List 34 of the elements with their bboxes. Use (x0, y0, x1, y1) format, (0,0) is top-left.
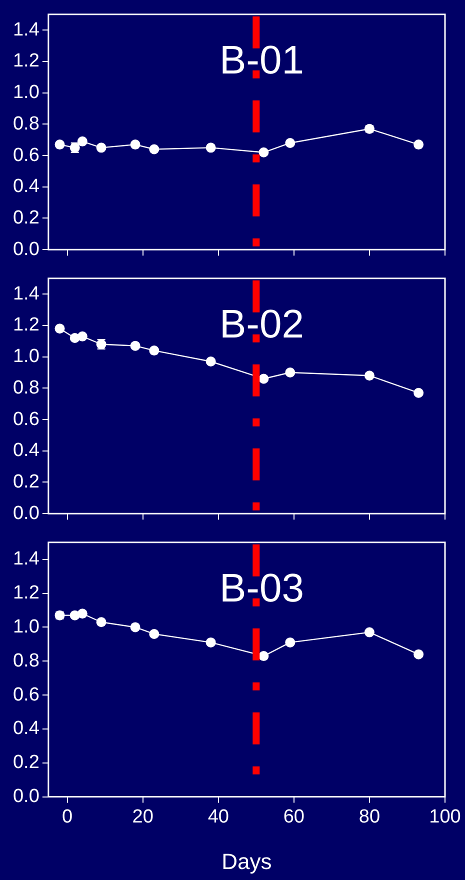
y-tick-label: 0.2 (12, 207, 40, 228)
y-tick-label: 0.0 (12, 502, 40, 524)
y-tick-label: 1.2 (12, 314, 40, 336)
y-tick-label: 0.6 (12, 144, 40, 166)
y-tick-label: 0.0 (12, 238, 40, 260)
x-tick-label: 100 (429, 806, 461, 828)
text: B-03 (219, 566, 304, 610)
y-tick-label: 0.4 (12, 718, 40, 740)
y-tick-label: 1.2 (12, 582, 40, 604)
y-tick-label: 0.8 (12, 377, 40, 398)
y-tick-label: 0.0 (12, 786, 40, 808)
y-tick-label: 0.6 (12, 684, 40, 706)
y-tick-label: 1.4 (12, 283, 40, 304)
text: B-01 (219, 38, 304, 82)
y-tick-label: 0.6 (12, 408, 40, 430)
y-tick-label: 0.8 (12, 650, 40, 672)
x-tick-label: 0 (62, 806, 73, 828)
y-tick-label: 0.8 (12, 113, 40, 134)
y-tick-label: 1.4 (12, 19, 40, 40)
text: B-02 (219, 302, 304, 346)
y-tick-label: 1.0 (12, 616, 40, 638)
y-tick-label: 0.2 (12, 471, 40, 492)
y-tick-label: 0.4 (12, 176, 40, 198)
x-axis-title: Days (222, 848, 272, 874)
y-tick-label: 0.2 (12, 752, 40, 774)
y-tick-label: 0.4 (12, 440, 40, 462)
y-tick-label: 1.0 (12, 346, 40, 368)
x-tick-label: 40 (208, 806, 229, 828)
x-tick-label: 60 (283, 806, 304, 828)
y-tick-label: 1.4 (12, 548, 40, 570)
y-tick-label: 1.0 (12, 82, 40, 104)
x-tick-label: 20 (132, 806, 154, 828)
y-tick-label: 1.2 (12, 50, 40, 72)
x-tick-label: 80 (358, 806, 380, 828)
